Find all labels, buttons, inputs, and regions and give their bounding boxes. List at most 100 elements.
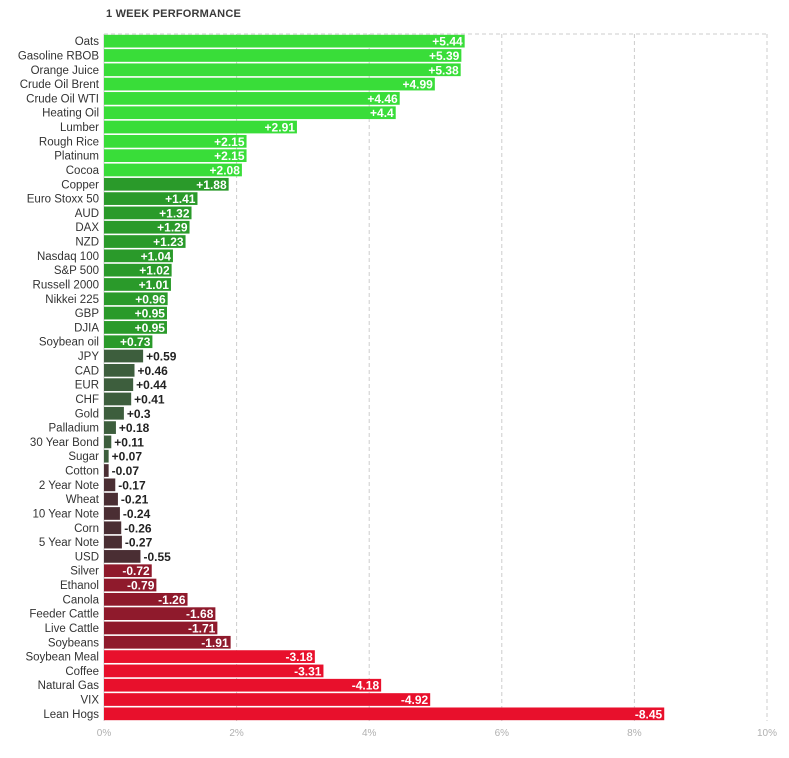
- bar: [104, 664, 324, 678]
- bar: [104, 335, 153, 349]
- category-label: Cotton: [65, 466, 99, 478]
- category-label: DAX: [75, 222, 99, 234]
- category-label: S&P 500: [54, 265, 99, 277]
- bar: [104, 120, 297, 134]
- bar: [104, 406, 124, 420]
- chart-title: 1 WEEK PERFORMANCE: [106, 8, 241, 20]
- x-tick-label: 8%: [627, 728, 642, 739]
- value-label: -0.55: [143, 550, 171, 564]
- bar: [104, 678, 382, 692]
- bar: [104, 607, 216, 621]
- category-label: Palladium: [49, 423, 100, 435]
- bar: [104, 92, 400, 105]
- category-label: CAD: [75, 365, 99, 377]
- category-label: GBP: [75, 308, 100, 320]
- value-label: -0.26: [124, 521, 152, 535]
- bar: [104, 34, 465, 48]
- value-label: +4.46: [367, 92, 398, 106]
- bar: [104, 707, 665, 721]
- value-label: +1.23: [153, 235, 184, 249]
- category-label: Silver: [70, 566, 99, 578]
- value-label: -3.18: [285, 650, 313, 664]
- value-label: +5.39: [429, 49, 460, 63]
- value-label: +2.08: [210, 163, 241, 177]
- bar: [104, 249, 173, 263]
- value-label: +1.41: [165, 192, 196, 206]
- value-label: +0.3: [127, 407, 151, 421]
- bar: [104, 134, 247, 148]
- value-label: +1.01: [139, 278, 170, 292]
- value-label: +0.95: [135, 321, 166, 335]
- category-label: Platinum: [54, 151, 99, 163]
- bar: [104, 49, 462, 62]
- value-label: +5.38: [428, 63, 459, 77]
- value-label: +4.99: [402, 78, 433, 92]
- bar: [104, 177, 229, 191]
- value-label: -1.91: [201, 636, 229, 650]
- bar: [104, 564, 152, 578]
- x-tick-label: 4%: [362, 728, 377, 739]
- category-label: 5 Year Note: [39, 537, 99, 549]
- x-tick-label: 6%: [495, 728, 510, 739]
- bar: [104, 63, 461, 77]
- category-label: Russell 2000: [33, 279, 99, 291]
- x-tick-label: 10%: [757, 728, 777, 739]
- category-label: 10 Year Note: [32, 508, 99, 520]
- bar: [104, 578, 157, 592]
- bar: [104, 206, 192, 220]
- bar: [104, 106, 396, 120]
- value-label: +1.02: [139, 264, 170, 278]
- value-label: +1.32: [159, 206, 190, 220]
- bar: [104, 220, 190, 234]
- value-label: +1.88: [196, 178, 227, 192]
- value-label: -0.17: [118, 478, 146, 492]
- category-label: Rough Rice: [39, 136, 99, 148]
- value-label: -0.24: [123, 507, 151, 521]
- value-label: +1.29: [157, 221, 188, 235]
- category-label: Oats: [75, 36, 100, 48]
- value-label: -0.21: [121, 493, 149, 507]
- x-tick-label: 0%: [97, 728, 112, 739]
- category-label: Sugar: [68, 451, 99, 463]
- value-label: +2.15: [214, 135, 245, 149]
- value-label: +0.07: [112, 450, 143, 464]
- bar: [104, 492, 118, 506]
- category-label: NZD: [75, 237, 99, 249]
- bar: [104, 650, 315, 663]
- category-label: DJIA: [74, 322, 99, 334]
- category-label: Gasoline RBOB: [18, 50, 100, 62]
- category-label: Crude Oil WTI: [26, 93, 99, 105]
- bar: [104, 392, 132, 406]
- category-label: Nasdaq 100: [37, 251, 99, 263]
- bar: [104, 149, 247, 163]
- value-label: -0.27: [125, 536, 153, 550]
- category-label: Crude Oil Brent: [20, 79, 100, 91]
- value-label: +0.95: [135, 307, 166, 321]
- bar: [104, 693, 431, 706]
- category-label: AUD: [75, 208, 99, 220]
- value-label: +0.18: [119, 421, 150, 435]
- value-label: +2.15: [214, 149, 245, 163]
- category-label: Nikkei 225: [45, 294, 99, 306]
- bar: [104, 421, 116, 434]
- bar: [104, 278, 171, 291]
- category-label: Canola: [63, 594, 100, 606]
- bar: [104, 321, 167, 334]
- bar: [104, 621, 218, 635]
- category-label: Feeder Cattle: [29, 609, 99, 621]
- category-label: Orange Juice: [31, 65, 99, 77]
- bar: [104, 378, 134, 392]
- value-label: +0.96: [135, 292, 166, 306]
- value-label: -4.18: [352, 679, 380, 693]
- category-label: Live Cattle: [45, 623, 99, 635]
- bar: [104, 592, 188, 606]
- category-label: CHF: [75, 394, 99, 406]
- category-label: JPY: [78, 351, 99, 363]
- bar: [104, 192, 198, 205]
- bar: [104, 349, 144, 363]
- bar: [104, 521, 122, 535]
- category-label: Soybeans: [48, 637, 99, 649]
- value-label: -1.26: [158, 593, 186, 607]
- value-label: +0.59: [146, 350, 177, 364]
- value-label: -0.79: [127, 579, 155, 593]
